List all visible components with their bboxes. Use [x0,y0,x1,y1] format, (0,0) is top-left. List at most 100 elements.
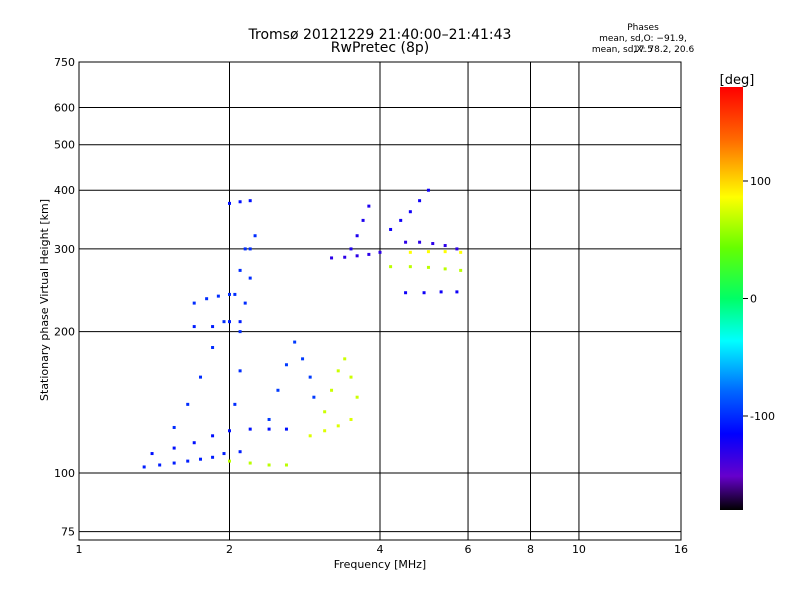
echo-point [426,250,430,254]
echo-point [336,369,340,373]
x-tick-label: 10 [572,543,586,556]
echo-point [343,357,347,361]
echo-point [158,463,162,467]
phases-heading: Phases [627,23,659,33]
echo-point [459,250,463,254]
echo-point [336,424,340,428]
echo-point [330,256,334,260]
echo-point [349,247,353,251]
echo-point [455,290,459,294]
echo-point [408,265,412,269]
echo-point [248,276,252,280]
colorbar-ticks: 100 0 -100 [743,175,775,423]
phases-stats-o: mean, sd,O: −91.9, 17.5 [599,34,687,55]
echo-point [349,417,353,421]
y-tick-labels: 75 100 200 300 400 500 600 750 [54,56,75,539]
echo-point [192,441,196,445]
colorbar-tick-label: 100 [750,175,771,188]
echo-point [248,247,252,251]
x-tick-label: 4 [377,543,384,556]
echo-point [426,188,430,192]
colorbar-tick-label: -100 [750,410,775,423]
echo-point [284,463,288,467]
echo-point [228,320,231,324]
y-tick-label: 600 [54,102,75,115]
x-tick-label: 16 [674,543,688,556]
echo-point [228,201,231,205]
chart-subtitle: RwPretec (8p) [330,40,430,56]
echo-point [228,429,231,433]
chart-title: Tromsø 20121229 21:40:00–21:41:43 [248,27,512,43]
echo-point [233,402,237,406]
echo-point [308,434,312,438]
scatter-points [142,188,463,469]
echo-point [455,247,459,251]
echo-point [323,410,327,414]
echo-point [142,465,146,469]
echo-point [267,463,271,467]
echo-point [243,247,247,251]
echo-point [361,218,365,222]
echo-point [238,450,242,454]
echo-point [349,375,353,379]
echo-point [199,375,203,379]
colorbar [720,87,743,510]
x-tick-label: 1 [76,543,83,556]
echo-point [355,234,359,238]
echo-point [199,457,203,461]
echo-point [222,452,226,456]
y-tick-label: 500 [54,139,75,152]
x-tick-labels: 1 2 4 6 8 10 16 [76,543,689,556]
echo-point [408,210,412,214]
echo-point [439,290,443,294]
echo-point [422,291,426,295]
echo-point [172,446,176,450]
colorbar-label: [deg] [720,73,755,88]
echo-point [211,455,215,459]
echo-point [367,204,371,208]
echo-point [408,250,412,254]
echo-point [248,461,252,465]
echo-point [459,268,463,272]
y-axis-label: Stationary phase Virtual Height [km] [38,199,51,401]
echo-point [293,340,297,344]
echo-point [378,250,382,254]
echo-point [323,429,327,433]
y-tick-label: 300 [54,243,75,256]
echo-point [355,254,359,258]
echo-point [284,427,288,431]
echo-point [248,427,252,431]
echo-point [216,294,220,298]
x-axis-label: Frequency [MHz] [334,558,426,571]
echo-point [238,369,242,373]
echo-point [418,240,422,244]
echo-point [418,199,422,203]
echo-point [389,265,393,269]
echo-point [238,200,242,204]
echo-point [172,425,176,429]
y-tick-label: 200 [54,326,75,339]
y-tick-label: 75 [61,526,75,539]
x-tick-label: 8 [527,543,534,556]
grid-lines [79,61,681,540]
echo-point [431,242,435,246]
echo-point [238,330,242,334]
echo-point [308,375,312,379]
x-tick-label: 2 [226,543,233,556]
echo-point [186,402,190,406]
echo-point [228,292,231,296]
echo-point [211,325,215,329]
echo-point [367,252,371,256]
echo-point [443,267,447,271]
echo-point [389,227,393,231]
echo-point [222,320,226,324]
echo-point [267,417,271,421]
y-tick-label: 750 [54,56,75,69]
echo-point [404,291,408,295]
y-tick-label: 100 [54,467,75,480]
echo-point [343,255,347,259]
echo-point [172,461,176,465]
plot-frame [78,61,682,541]
echo-point [301,357,305,361]
